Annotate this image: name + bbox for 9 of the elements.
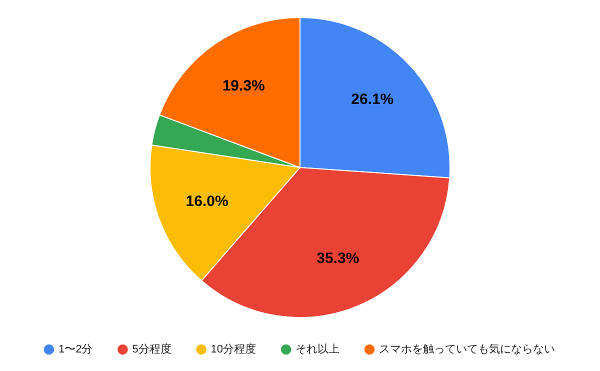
data-label: 26.1% xyxy=(351,91,394,108)
legend-label: それ以上 xyxy=(296,342,340,356)
data-label: 19.3% xyxy=(222,77,265,94)
legend-label: 10分程度 xyxy=(210,342,256,356)
data-label: 16.0% xyxy=(186,192,228,210)
legend-label: 5分程度 xyxy=(132,342,172,356)
legend-label: スマホを触っていても気にならない xyxy=(379,344,556,356)
data-label: 35.3% xyxy=(316,250,360,268)
legend-label: 1〜2分 xyxy=(58,344,93,356)
